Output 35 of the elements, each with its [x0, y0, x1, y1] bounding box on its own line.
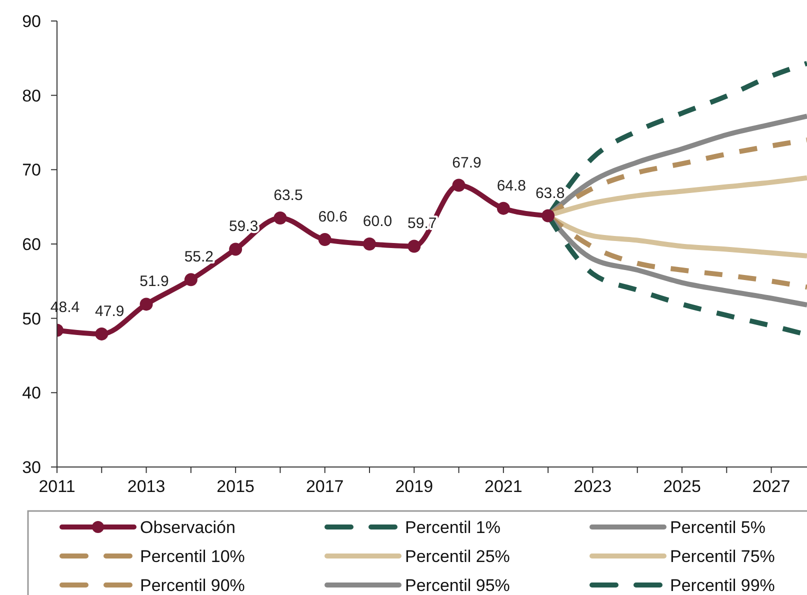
legend-label: Percentil 25% [405, 547, 510, 566]
legend-label: Percentil 1% [405, 518, 500, 537]
x-tick-label: 2015 [216, 477, 254, 496]
y-tick-label: 70 [22, 160, 41, 180]
data-label: 67.9 [452, 154, 482, 172]
x-tick-label: 2013 [127, 477, 166, 496]
data-label: 63.8 [535, 184, 565, 202]
y-tick-label: 80 [22, 86, 41, 106]
legend-label: Percentil 10% [140, 547, 245, 566]
x-tick-label: 2017 [306, 477, 344, 496]
x-tick-label: 2023 [574, 477, 612, 496]
legend-label: Percentil 5% [670, 518, 766, 537]
data-label: 63.5 [274, 186, 303, 204]
data-label: 47.9 [95, 302, 124, 320]
legend-label: Observación [140, 518, 236, 537]
y-tick-label: 30 [22, 458, 41, 477]
x-tick-label: 2011 [38, 477, 76, 496]
legend-label: Percentil 75% [670, 547, 775, 566]
data-label: 59.3 [228, 218, 258, 236]
y-tick-label: 50 [22, 309, 41, 328]
x-tick-label: 2025 [663, 477, 701, 496]
x-tick-label: 2019 [395, 477, 434, 496]
x-tick-label: 2027 [752, 477, 790, 496]
legend-label: Percentil 90% [140, 576, 245, 595]
legend-label: Percentil 99% [670, 576, 775, 595]
data-label: 60.0 [362, 213, 392, 230]
y-tick-label: 40 [22, 384, 41, 403]
data-label: 55.2 [184, 248, 214, 266]
data-label: 60.6 [318, 208, 348, 226]
x-tick-label: 2021 [484, 477, 522, 496]
y-tick-label: 90 [22, 12, 41, 31]
y-tick-label: 60 [22, 235, 41, 254]
legend-label: Percentil 95% [405, 576, 510, 595]
data-label: 51.9 [140, 273, 169, 290]
data-label: 64.8 [496, 177, 526, 194]
